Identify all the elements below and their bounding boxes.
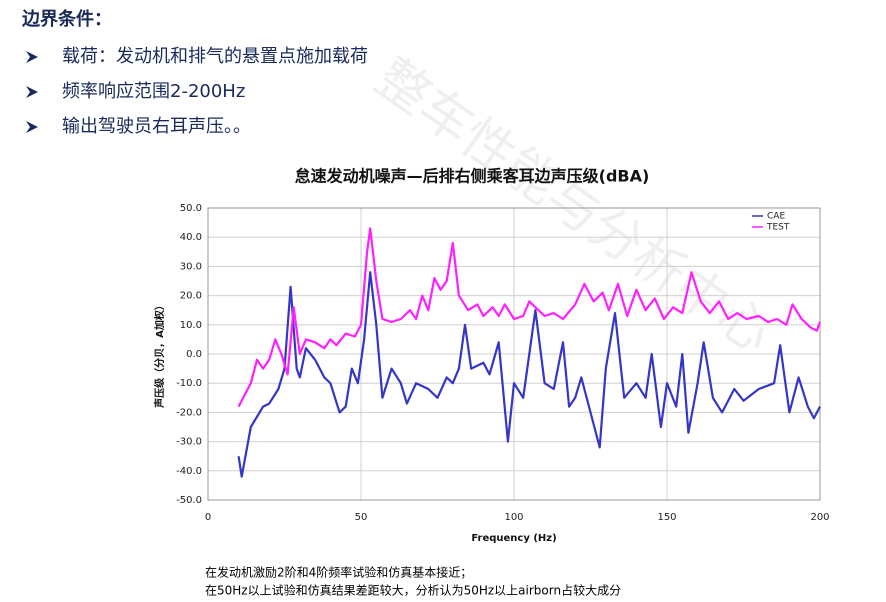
bullet: 载荷：发动机和排气的悬置点施加载荷	[62, 46, 368, 67]
chart-title: 怠速发动机噪声—后排右侧乘客耳边声压级(dBA)	[295, 167, 650, 186]
y-axis-label: 声压级（分贝，A加权）	[153, 300, 166, 409]
y-tick-label: 40.0	[180, 232, 202, 243]
y-tick-label: -10.0	[176, 378, 202, 389]
caption: 在发动机激励2阶和4阶频率试验和仿真基本接近；	[205, 565, 472, 580]
legend-label: TEST	[766, 223, 790, 233]
y-tick-label: 10.0	[180, 320, 202, 331]
bullet-icon	[26, 86, 38, 98]
y-tick-label: -20.0	[176, 407, 202, 418]
legend-label: CAE	[767, 212, 785, 222]
y-tick-label: 30.0	[180, 261, 202, 272]
x-tick-label: 0	[205, 512, 211, 523]
series-line	[237, 227, 822, 408]
caption: 在50Hz以上试验和仿真结果差距较大，分析认为50Hz以上airborn占较大成…	[205, 583, 621, 598]
bullet: 输出驾驶员右耳声压。。	[62, 116, 251, 137]
bullet: 频率响应范围2-200Hz	[62, 81, 245, 102]
plot-frame	[207, 207, 821, 501]
y-tick-label: -40.0	[176, 466, 202, 477]
bullet-icon	[26, 121, 38, 133]
x-tick-label: 150	[657, 512, 676, 523]
bullet-icon	[26, 51, 38, 63]
y-tick-label: -30.0	[176, 437, 202, 448]
heading: 边界条件：	[21, 8, 112, 30]
x-axis-label: Frequency (Hz)	[471, 533, 556, 544]
watermark: 整车性能与分析中心	[365, 48, 783, 366]
y-tick-label: 20.0	[180, 291, 202, 302]
y-tick-label: 50.0	[180, 203, 202, 214]
x-tick-label: 100	[504, 512, 523, 523]
y-tick-label: 0.0	[186, 349, 202, 360]
x-tick-label: 50	[355, 512, 368, 523]
x-tick-label: 200	[810, 512, 829, 523]
series-line	[237, 271, 821, 478]
y-tick-label: -50.0	[176, 495, 202, 506]
